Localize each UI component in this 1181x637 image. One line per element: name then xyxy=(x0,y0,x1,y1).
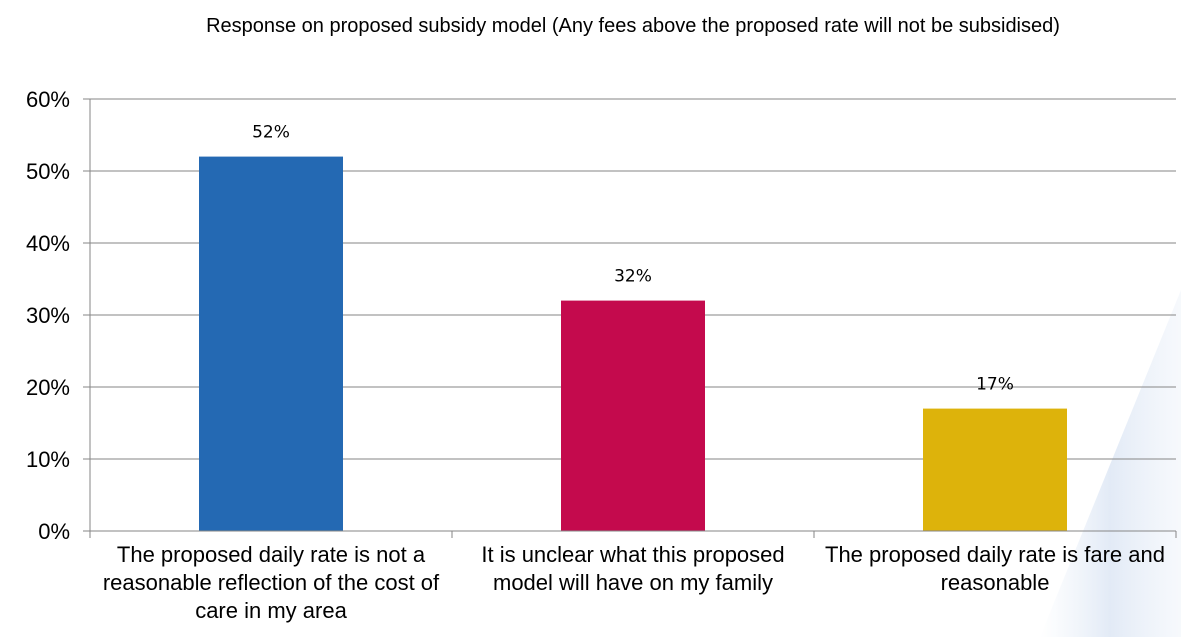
y-tick-label: 60% xyxy=(26,87,70,112)
y-tick-label: 50% xyxy=(26,159,70,184)
bar xyxy=(199,156,343,531)
x-tick-label: It is unclear what this proposed model w… xyxy=(481,542,785,595)
background-decoration xyxy=(1040,290,1181,637)
y-tick-label: 30% xyxy=(26,303,70,328)
data-label: 17% xyxy=(976,375,1014,395)
bar xyxy=(561,300,705,531)
chart-title: Response on proposed subsidy model (Any … xyxy=(206,15,1060,37)
y-tick-label: 40% xyxy=(26,231,70,256)
data-label: 32% xyxy=(614,267,652,287)
bar xyxy=(923,408,1067,531)
y-tick-label: 0% xyxy=(38,519,70,544)
y-tick-label: 10% xyxy=(26,447,70,472)
x-tick-label: The proposed daily rate is not a reasona… xyxy=(102,542,440,623)
x-tick-label: The proposed daily rate is fare and reas… xyxy=(825,542,1165,595)
data-label: 52% xyxy=(252,123,290,143)
y-tick-label: 20% xyxy=(26,375,70,400)
